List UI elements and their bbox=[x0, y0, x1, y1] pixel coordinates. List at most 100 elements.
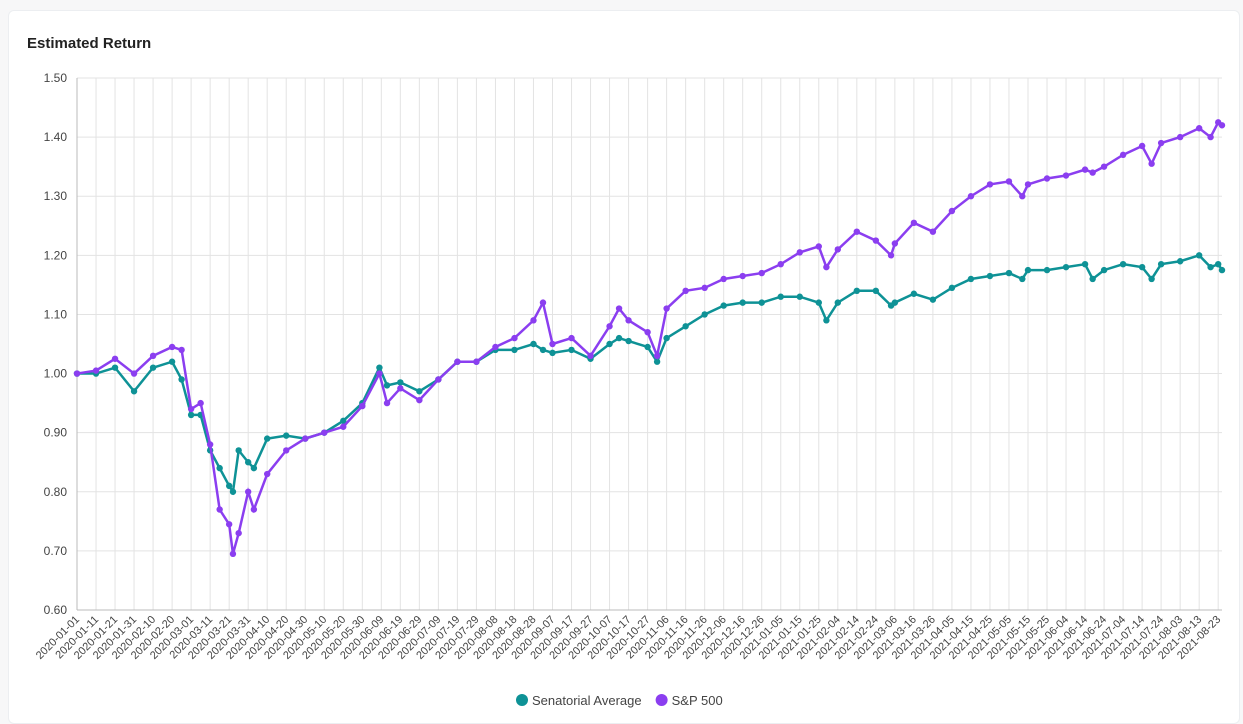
point bbox=[1119, 261, 1127, 268]
point bbox=[73, 370, 81, 377]
point bbox=[739, 299, 746, 306]
point bbox=[1089, 169, 1096, 176]
y-tick-label: 1.20 bbox=[44, 248, 68, 262]
point bbox=[187, 411, 195, 419]
legend-marker bbox=[655, 694, 668, 706]
y-tick-label: 1.50 bbox=[44, 71, 68, 85]
point bbox=[539, 346, 547, 354]
point bbox=[758, 299, 765, 306]
point bbox=[1138, 142, 1146, 150]
point bbox=[777, 293, 784, 300]
point bbox=[492, 343, 499, 351]
chart-title: Estimated Return bbox=[27, 35, 151, 52]
point bbox=[511, 334, 518, 342]
point bbox=[244, 488, 252, 495]
point bbox=[625, 337, 632, 345]
point bbox=[454, 358, 461, 365]
series-line bbox=[77, 253, 1224, 496]
point bbox=[225, 521, 233, 528]
point bbox=[1157, 261, 1165, 268]
point bbox=[891, 240, 899, 247]
point bbox=[1019, 193, 1026, 200]
point bbox=[587, 352, 594, 360]
point bbox=[1100, 266, 1108, 274]
point bbox=[625, 317, 632, 324]
point bbox=[235, 529, 242, 537]
point bbox=[929, 228, 937, 235]
point bbox=[321, 429, 328, 436]
point bbox=[473, 358, 480, 365]
point bbox=[910, 290, 918, 297]
point bbox=[644, 328, 651, 336]
point bbox=[1081, 166, 1089, 173]
point bbox=[168, 343, 176, 351]
point bbox=[1119, 151, 1127, 159]
point bbox=[229, 550, 237, 558]
point bbox=[206, 441, 214, 448]
y-tick-label: 1.40 bbox=[44, 130, 68, 144]
point bbox=[967, 275, 975, 283]
point bbox=[720, 275, 727, 283]
point bbox=[197, 399, 204, 407]
point bbox=[1148, 275, 1155, 283]
point bbox=[986, 181, 994, 188]
point bbox=[967, 193, 975, 200]
point bbox=[682, 287, 689, 294]
point bbox=[435, 376, 442, 383]
point bbox=[777, 261, 784, 268]
point bbox=[530, 340, 537, 348]
point bbox=[250, 464, 258, 472]
point bbox=[92, 367, 100, 374]
point bbox=[250, 506, 258, 513]
point bbox=[376, 370, 383, 377]
point bbox=[1043, 266, 1051, 274]
y-tick-label: 0.60 bbox=[44, 603, 68, 617]
point bbox=[1207, 133, 1214, 141]
series-line bbox=[76, 120, 1223, 555]
point bbox=[891, 299, 899, 306]
point bbox=[283, 447, 290, 454]
point bbox=[263, 435, 271, 442]
point bbox=[1218, 122, 1226, 129]
point bbox=[178, 376, 185, 383]
point bbox=[1138, 263, 1146, 271]
point bbox=[834, 299, 841, 306]
legend-marker bbox=[516, 694, 528, 706]
point bbox=[720, 302, 727, 309]
point bbox=[397, 379, 404, 386]
point bbox=[1024, 181, 1032, 188]
point bbox=[653, 358, 661, 365]
point bbox=[606, 340, 613, 348]
point bbox=[1176, 258, 1184, 265]
point bbox=[1081, 261, 1089, 268]
point bbox=[815, 299, 822, 306]
point bbox=[216, 506, 223, 513]
point bbox=[1005, 269, 1013, 277]
point bbox=[615, 305, 623, 312]
point bbox=[606, 323, 613, 330]
point bbox=[568, 334, 575, 342]
point bbox=[1218, 266, 1226, 274]
point bbox=[1062, 263, 1070, 271]
y-tick-label: 1.00 bbox=[44, 367, 68, 381]
point bbox=[244, 459, 252, 466]
point bbox=[1089, 275, 1096, 283]
point bbox=[1148, 160, 1155, 167]
point bbox=[549, 349, 556, 357]
legend-label: Senatorial Average bbox=[532, 693, 642, 708]
point bbox=[383, 382, 391, 389]
point bbox=[682, 323, 689, 330]
point bbox=[178, 346, 185, 354]
point bbox=[235, 447, 242, 454]
point bbox=[1207, 263, 1214, 271]
point bbox=[539, 299, 547, 306]
point bbox=[229, 488, 237, 495]
point bbox=[663, 305, 670, 312]
point bbox=[511, 346, 518, 354]
point bbox=[929, 296, 937, 303]
point bbox=[615, 334, 623, 342]
point bbox=[887, 252, 895, 259]
point bbox=[530, 317, 537, 324]
point bbox=[815, 243, 822, 250]
